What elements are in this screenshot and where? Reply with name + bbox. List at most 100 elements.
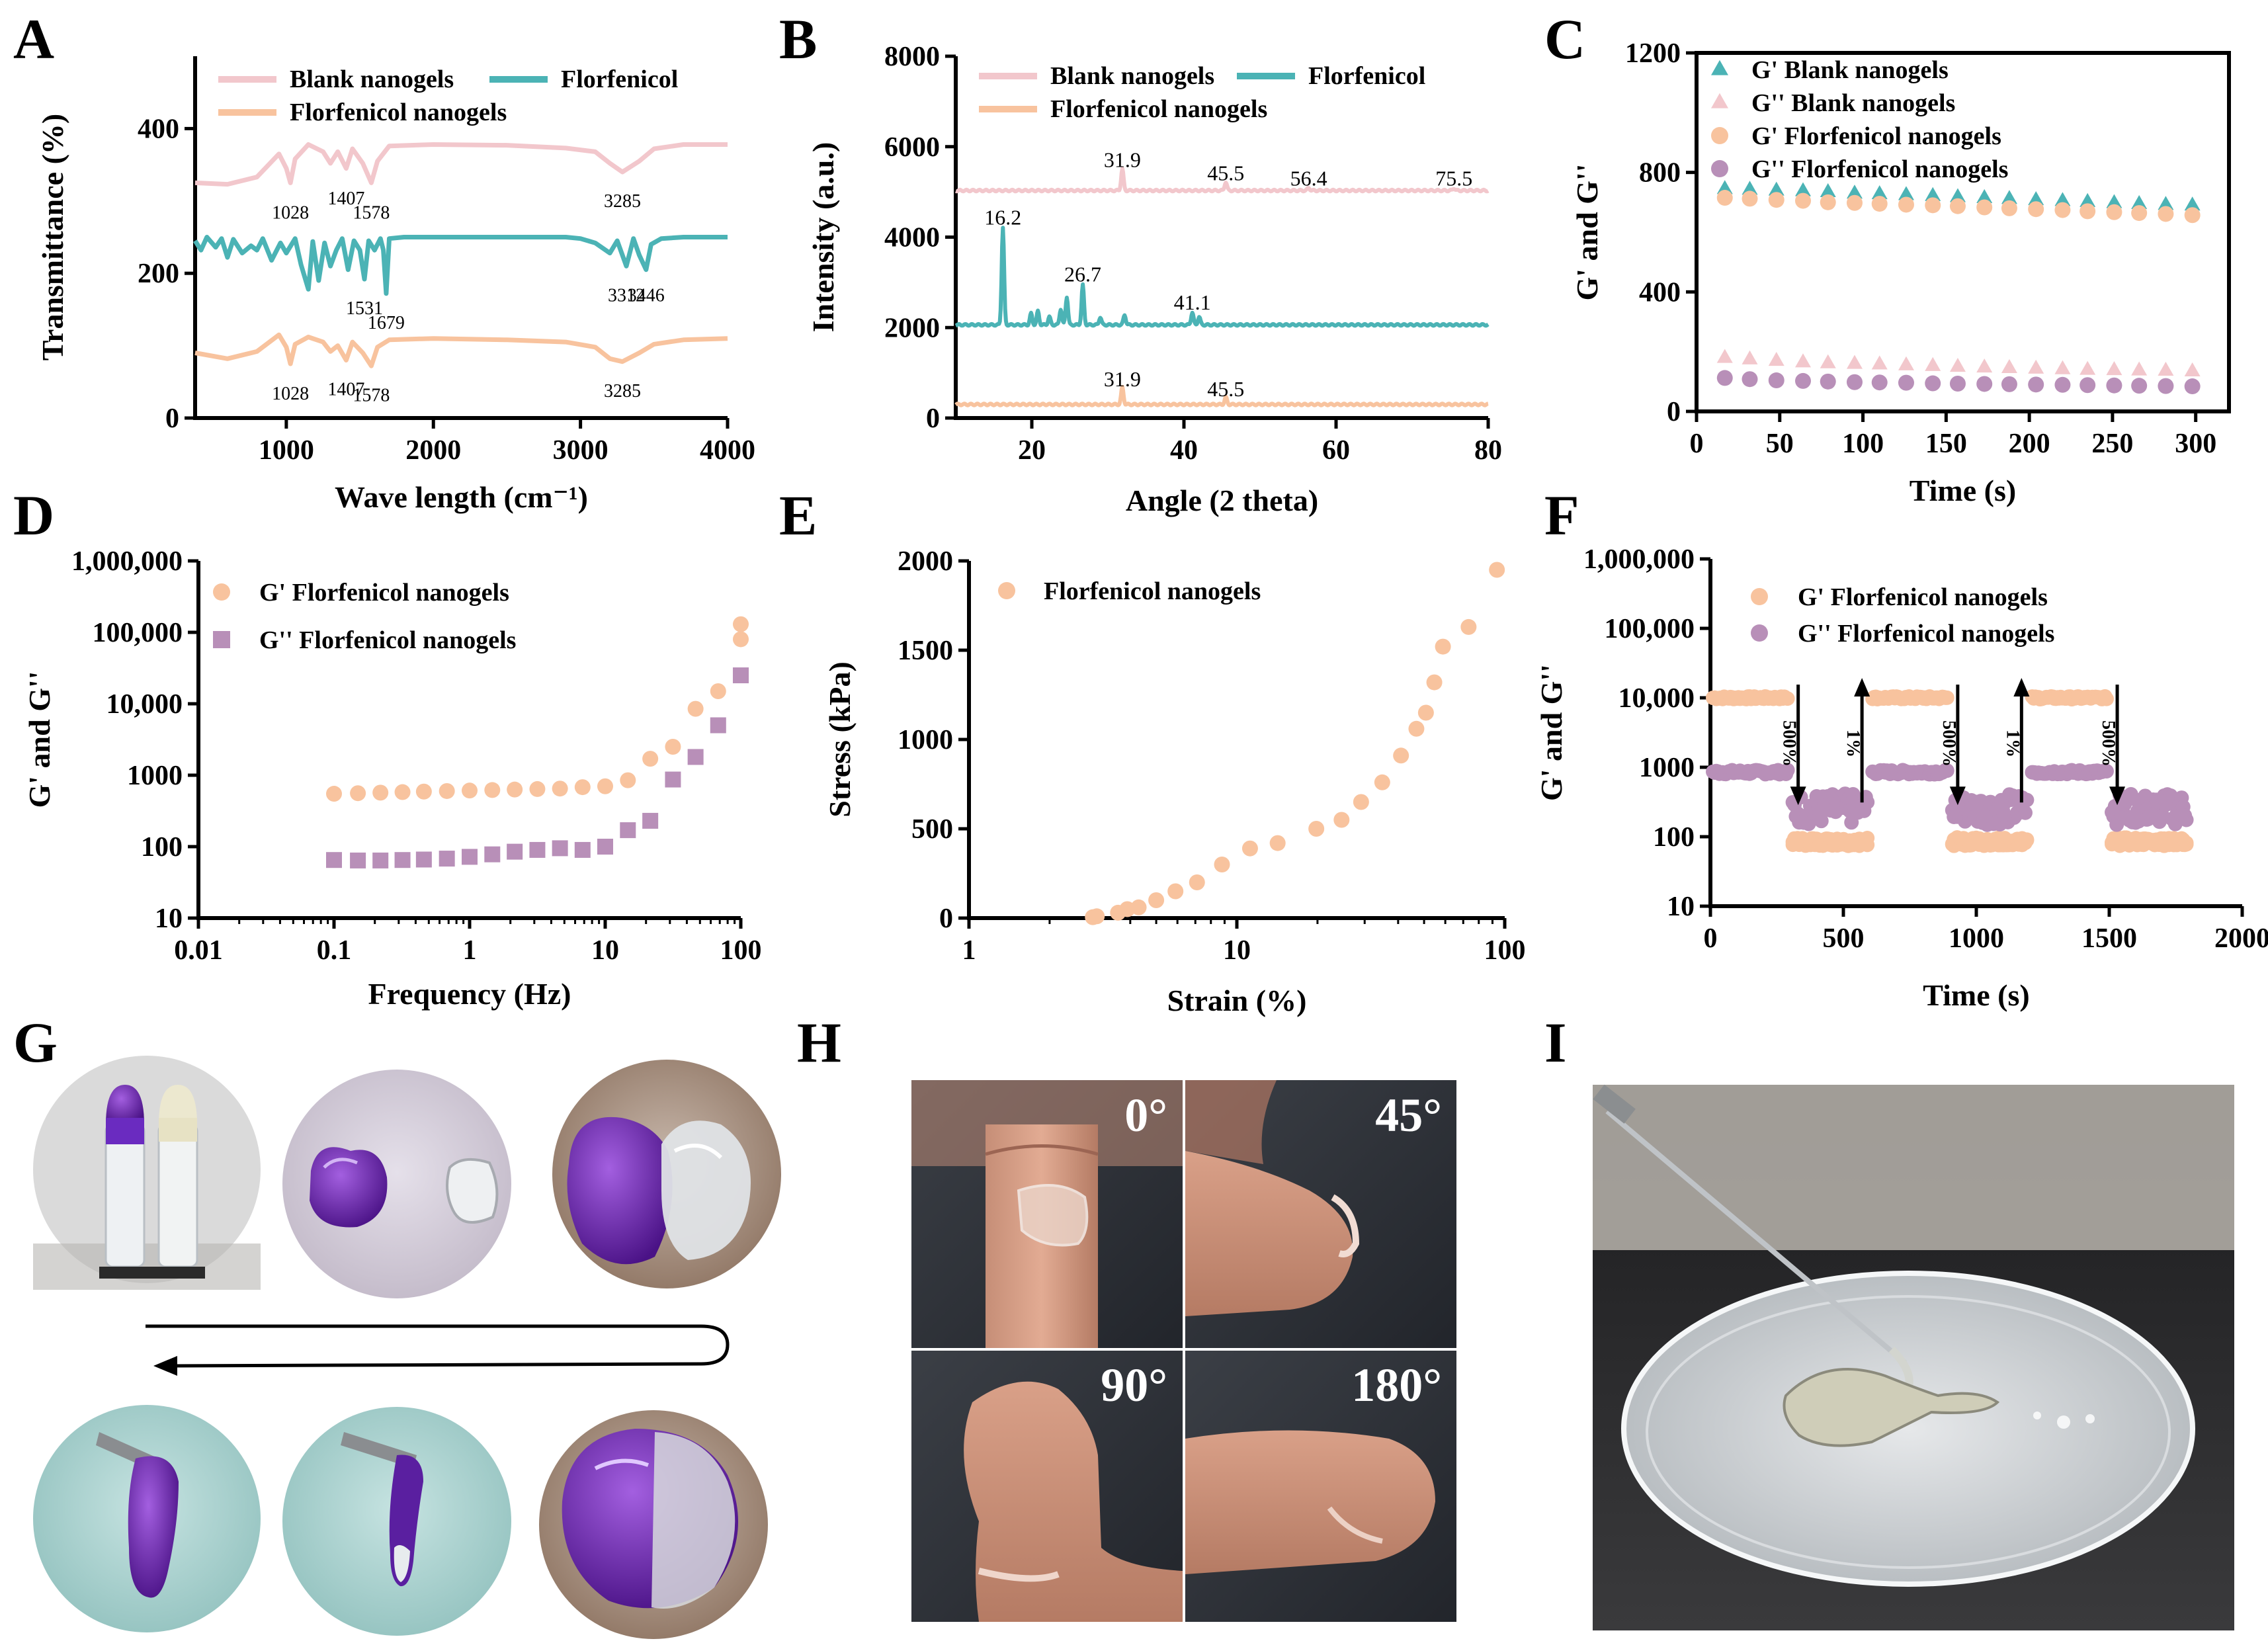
chart-b-ytick-label: 4000 — [884, 223, 940, 253]
photo-g-gel-healing — [33, 1056, 781, 1639]
chart-e-point — [1460, 618, 1477, 635]
chart-d-xtick-label: 0.01 — [174, 935, 223, 966]
chart-c-point — [1925, 187, 1941, 201]
chart-c-ytick-label: 0 — [1667, 397, 1681, 427]
chart-c-point — [1898, 196, 1914, 213]
chart-d-point — [597, 778, 613, 794]
chart-d-point — [642, 812, 659, 829]
chart-f-point-gp — [1780, 691, 1795, 706]
chart-d-ytick-label: 100 — [141, 832, 183, 863]
photo-g-stretch-2 — [282, 1407, 511, 1636]
chart-d-point — [350, 852, 366, 868]
chart-d-point — [620, 822, 636, 839]
chart-c-ytick-label: 800 — [1639, 158, 1681, 189]
chart-f-ylabel: G' and G'' — [1534, 664, 1568, 801]
photo-h-0deg: 0° — [911, 1080, 1183, 1348]
chart-c-point — [2184, 196, 2201, 211]
chart-f-point-gpp — [2017, 805, 2033, 820]
chart-e-point — [1408, 720, 1425, 737]
chart-c-point — [1949, 198, 1966, 214]
chart-c-point — [1925, 357, 1941, 371]
chart-b-annotation: 45.5 — [1207, 377, 1244, 401]
chart-e-ylabel: Stress (kPa) — [823, 661, 857, 818]
chart-e-point — [1489, 562, 1505, 578]
chart-f-arrow-head — [1949, 786, 1966, 806]
chart-c-point — [1976, 199, 1993, 216]
chart-e-ytick-label: 500 — [911, 814, 953, 845]
chart-f-point-gp — [2179, 835, 2194, 851]
chart-b-ytick-label: 8000 — [884, 42, 940, 72]
chart-c-legend-label: G' Blank nanogels — [1751, 56, 1949, 84]
chart-a-annotation: 1028 — [272, 203, 309, 224]
chart-c-xtick-label: 250 — [2091, 429, 2133, 459]
chart-f-arrow-label: 500% — [1939, 720, 1959, 767]
chart-c-point — [1846, 194, 1863, 211]
chart-b-annotation: 75.5 — [1435, 167, 1472, 190]
photo-g-two-drops — [282, 1070, 511, 1298]
chart-d-point — [326, 852, 342, 868]
photo-h-angle-45: 45° — [1375, 1089, 1442, 1142]
chart-c-point — [2054, 192, 2071, 206]
chart-e-xtick-label: 10 — [1223, 935, 1251, 966]
chart-a-annotation: 3312 — [608, 285, 645, 306]
chart-c-point — [1768, 181, 1785, 196]
chart-c-point — [1871, 374, 1888, 391]
chart-f-xtick-label: 500 — [1823, 923, 1865, 954]
chart-c-point — [2028, 376, 2044, 393]
chart-c-point — [1871, 185, 1888, 200]
chart-c-xtick-label: 300 — [2175, 429, 2216, 459]
photo-h-angle-90: 90° — [1101, 1359, 1167, 1412]
chart-c-point — [1716, 190, 1733, 206]
photo-h-finger-bending: 0° 45° 90° 180° — [911, 1080, 1456, 1622]
chart-b-xlabel: Angle (2 theta) — [1126, 484, 1318, 517]
chart-f-point-gpp — [2099, 764, 2114, 779]
chart-d-point — [484, 846, 501, 863]
chart-d-point — [733, 616, 749, 632]
chart-a-ylabel: Transmittance (%) — [36, 114, 69, 360]
chart-a-series-1 — [193, 235, 728, 296]
chart-c-point — [1820, 183, 1836, 197]
chart-d-xlabel: Frequency (Hz) — [368, 977, 571, 1011]
chart-d-point — [710, 717, 726, 734]
chart-f-legend-label: G'' Florfenicol nanogels — [1798, 620, 2054, 648]
chart-c-point — [2054, 376, 2071, 393]
chart-c-point — [1949, 358, 1966, 372]
chart-c-point — [2028, 191, 2044, 206]
chart-d-xtick-label: 100 — [720, 935, 762, 966]
chart-c-point — [1742, 181, 1758, 195]
chart-d-point — [687, 700, 704, 717]
photo-g-merged — [552, 1060, 781, 1288]
chart-c-point — [2131, 361, 2148, 376]
chart-c-legend-marker — [1711, 127, 1728, 144]
chart-c-point — [1820, 373, 1836, 390]
chart-a-annotation: 1679 — [368, 313, 405, 333]
chart-b-series-0 — [954, 166, 1490, 194]
chart-c-point — [1768, 352, 1785, 366]
chart-d-point — [665, 771, 681, 788]
chart-f-arrow-label: 1% — [2002, 730, 2023, 757]
chart-d-point — [394, 852, 411, 868]
photo-i-injectable-gel — [1593, 1084, 2234, 1630]
chart-f-point-gpp — [2019, 792, 2035, 808]
chart-d-point — [552, 840, 568, 857]
chart-d-point — [574, 841, 591, 858]
chart-d-point — [326, 786, 342, 802]
chart-e-point — [1393, 747, 1409, 764]
photo-h-angle-0: 0° — [1124, 1089, 1167, 1142]
chart-b-ytick-label: 2000 — [884, 313, 940, 343]
chart-d-legend-label: G' Florfenicol nanogels — [259, 579, 509, 607]
panel-letter-a: A — [13, 7, 54, 71]
photo-h-45deg: 45° — [1185, 1080, 1456, 1348]
chart-c-point — [1795, 353, 1811, 368]
chart-c-point — [2131, 194, 2148, 210]
chart-f-point-gpp — [1801, 816, 1816, 831]
chart-a-xlabel: Wave length (cm⁻¹) — [335, 480, 588, 514]
chart-c-point — [1768, 192, 1785, 208]
chart-b-xtick-label: 40 — [1170, 435, 1198, 466]
chart-c-point — [2028, 359, 2044, 374]
chart-f-legend-marker — [1751, 624, 1768, 642]
chart-b-legend-label: Blank nanogels — [1050, 62, 1214, 90]
chart-c-xtick-label: 0 — [1690, 429, 1704, 459]
chart-c-xtick-label: 50 — [1766, 429, 1794, 459]
chart-c-ytick-label: 1200 — [1625, 38, 1681, 69]
